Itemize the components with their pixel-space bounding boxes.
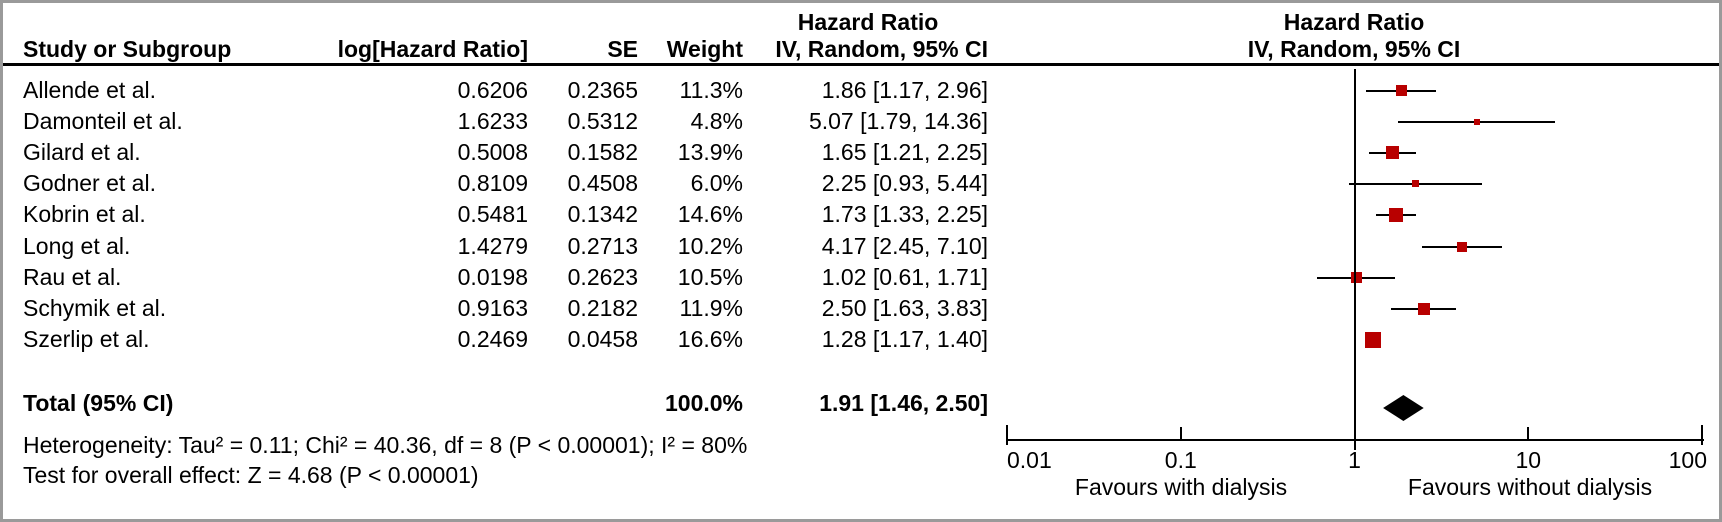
column-header-weight: Weight xyxy=(666,36,743,62)
study-loghr: 0.5008 xyxy=(457,139,528,165)
axis-tick xyxy=(1006,425,1008,445)
study-ci-text: 1.86 [1.17, 2.96] xyxy=(821,77,988,103)
study-loghr: 1.4279 xyxy=(457,233,528,259)
column-header-loghr: log[Hazard Ratio] xyxy=(337,36,528,62)
study-se: 0.2623 xyxy=(567,264,638,290)
axis-tick xyxy=(1353,427,1356,439)
column-header-study: Study or Subgroup xyxy=(23,36,232,62)
effect-square xyxy=(1457,241,1468,252)
study-se: 0.1582 xyxy=(567,139,638,165)
study-ci-text: 1.02 [0.61, 1.71] xyxy=(821,264,988,290)
heterogeneity-note: Heterogeneity: Tau² = 0.11; Chi² = 40.36… xyxy=(23,432,748,458)
study-ci-text: 2.25 [0.93, 5.44] xyxy=(821,170,988,196)
study-ci-text: 1.28 [1.17, 1.40] xyxy=(821,326,988,352)
overall-effect-note: Test for overall effect: Z = 4.68 (P < 0… xyxy=(23,462,479,488)
effect-square xyxy=(1388,207,1403,222)
column-header-effect-line1: Hazard Ratio xyxy=(797,9,939,35)
study-weight: 13.9% xyxy=(677,139,743,165)
x-axis-line xyxy=(1007,439,1704,441)
study-se: 0.1342 xyxy=(567,201,638,227)
axis-tick xyxy=(1179,427,1182,439)
study-ci-text: 4.17 [2.45, 7.10] xyxy=(821,233,988,259)
axis-tick-label: 0.1 xyxy=(1164,447,1197,473)
column-header-se: SE xyxy=(607,36,638,62)
study-name: Damonteil et al. xyxy=(23,108,183,134)
study-loghr: 0.8109 xyxy=(457,170,528,196)
header-divider xyxy=(3,63,1719,66)
study-weight: 6.0% xyxy=(690,170,743,196)
study-name: Allende et al. xyxy=(23,77,156,103)
study-name: Schymik et al. xyxy=(23,295,167,321)
study-se: 0.5312 xyxy=(567,108,638,134)
axis-tick-label: 100 xyxy=(1668,447,1707,473)
study-weight: 11.9% xyxy=(679,295,743,321)
study-loghr: 1.6233 xyxy=(457,108,528,134)
study-loghr: 0.0198 xyxy=(457,264,528,290)
study-weight: 16.6% xyxy=(677,326,743,352)
study-se: 0.2365 xyxy=(567,77,638,103)
study-se: 0.0458 xyxy=(567,326,638,352)
study-ci-text: 1.65 [1.21, 2.25] xyxy=(821,139,988,165)
study-name: Long et al. xyxy=(23,233,131,259)
plot-header-model: IV, Random, 95% CI xyxy=(1247,36,1461,62)
study-se: 0.2182 xyxy=(567,295,638,321)
effect-square xyxy=(1350,272,1362,283)
axis-tick-label: 1 xyxy=(1348,447,1361,473)
effect-square xyxy=(1395,85,1407,96)
study-ci-text: 1.73 [1.33, 2.25] xyxy=(821,201,988,227)
effect-square xyxy=(1474,118,1480,125)
total-weight: 100.0% xyxy=(664,390,743,416)
study-ci-text: 5.07 [1.79, 14.36] xyxy=(808,108,988,134)
study-name: Godner et al. xyxy=(23,170,156,196)
study-ci-text: 2.50 [1.63, 3.83] xyxy=(821,295,988,321)
column-header-effect-line2: IV, Random, 95% CI xyxy=(775,36,988,62)
study-name: Rau et al. xyxy=(23,264,122,290)
study-loghr: 0.9163 xyxy=(457,295,528,321)
study-se: 0.2713 xyxy=(567,233,638,259)
study-weight: 10.5% xyxy=(677,264,743,290)
study-weight: 11.3% xyxy=(679,77,743,103)
total-ci-text: 1.91 [1.46, 2.50] xyxy=(819,390,988,416)
effect-square xyxy=(1365,331,1382,348)
study-name: Szerlip et al. xyxy=(23,326,150,352)
axis-tick-label: 0.01 xyxy=(1007,447,1052,473)
study-name: Gilard et al. xyxy=(23,139,141,165)
study-name: Kobrin et al. xyxy=(23,201,146,227)
study-loghr: 0.6206 xyxy=(457,77,528,103)
effect-square xyxy=(1412,180,1420,187)
study-weight: 4.8% xyxy=(690,108,743,134)
axis-tick-label: 10 xyxy=(1515,447,1542,473)
study-loghr: 0.2469 xyxy=(457,326,528,352)
axis-tick xyxy=(1701,425,1703,445)
axis-tick xyxy=(1527,427,1530,439)
study-se: 0.4508 xyxy=(567,170,638,196)
study-weight: 14.6% xyxy=(677,201,743,227)
plot-header-effect: Hazard Ratio xyxy=(1283,9,1425,35)
favours-left-label: Favours with dialysis xyxy=(1074,474,1288,500)
study-loghr: 0.5481 xyxy=(457,201,528,227)
effect-square xyxy=(1417,302,1430,315)
study-weight: 10.2% xyxy=(677,233,743,259)
favours-right-label: Favours without dialysis xyxy=(1407,474,1653,500)
total-label: Total (95% CI) xyxy=(23,390,174,416)
null-effect-line xyxy=(1353,69,1356,450)
pooled-diamond xyxy=(1383,395,1424,421)
effect-square xyxy=(1385,146,1399,159)
